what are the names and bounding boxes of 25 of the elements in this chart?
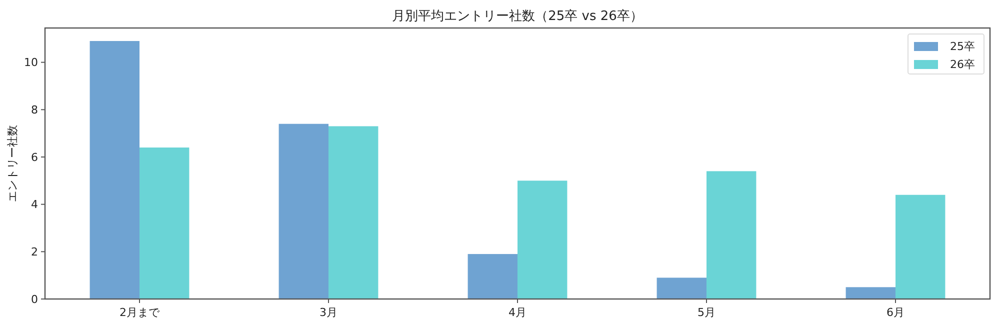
y-tick-label: 8 [31,104,38,117]
x-tick-label: 5月 [698,306,716,319]
bar [140,148,190,299]
x-tick-label: 2月まで [120,306,160,319]
bar [846,287,896,299]
bar [706,171,756,299]
y-tick-label: 0 [31,292,38,306]
y-tick-label: 6 [31,150,38,164]
bar [518,180,568,299]
legend-label: 25卒 [950,40,975,53]
chart-title: 月別平均エントリー社数（25卒 vs 26卒） [392,9,643,24]
x-tick-label: 4月 [508,306,526,319]
bar [328,126,378,299]
bar [896,194,946,299]
y-tick-label: 2 [31,246,38,259]
y-tick-label: 10 [24,56,38,70]
bar [656,278,706,299]
legend-label: 26卒 [950,58,975,71]
y-axis-title: エントリー社数 [6,125,19,202]
x-tick-label: 6月 [886,306,904,319]
y-tick-label: 4 [31,198,38,212]
bar [468,254,518,299]
bar [90,41,140,299]
x-tick-label: 3月 [320,306,338,319]
bar [278,124,328,299]
